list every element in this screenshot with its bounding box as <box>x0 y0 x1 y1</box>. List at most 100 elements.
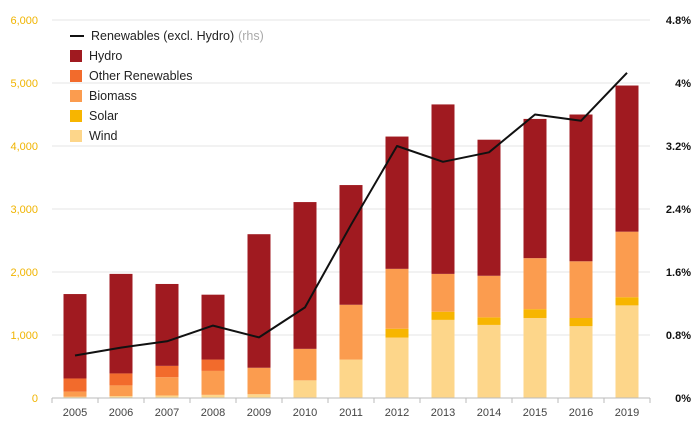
bar-segment-hydro <box>293 202 317 349</box>
y-tick-label-right: 3.2% <box>666 141 691 153</box>
bar-segment-biomass <box>569 261 593 318</box>
bar-segment-solar <box>523 309 547 318</box>
bar-segment-biomass <box>615 231 639 298</box>
y-tick-label-right: 0.8% <box>666 330 691 342</box>
x-tick-label: 2019 <box>615 407 639 419</box>
bar-segment-solar <box>477 317 501 325</box>
bar-segment-other-renewables <box>201 359 225 371</box>
bar-segment-hydro <box>155 283 179 366</box>
legend-label-biomass: Biomass <box>89 89 137 103</box>
bar-segment-wind <box>155 395 179 398</box>
legend-swatch-wind <box>70 130 82 142</box>
bar-segment-other-renewables <box>63 378 87 392</box>
legend-item-wind: Wind <box>70 126 264 146</box>
bar-segment-wind <box>477 324 501 398</box>
y-tick-label-right: 1.6% <box>666 267 691 279</box>
y-tick-label-left: 5,000 <box>10 78 38 90</box>
bar-segment-wind <box>109 396 133 398</box>
bar-segment-solar <box>431 311 455 320</box>
legend-swatch-other-renewables <box>70 70 82 82</box>
bar-segment-solar <box>569 317 593 327</box>
legend-swatch-hydro <box>70 50 82 62</box>
y-tick-label-right: 4% <box>675 78 691 90</box>
y-tick-label-left: 4,000 <box>10 141 38 153</box>
legend-item-biomass: Biomass <box>70 86 264 106</box>
legend-label-solar: Solar <box>89 109 119 123</box>
bar-segment-biomass <box>523 258 547 310</box>
bar-segment-biomass <box>247 367 271 395</box>
x-tick-label: 2009 <box>247 407 271 419</box>
x-tick-label: 2012 <box>385 407 409 419</box>
legend-label-line: Renewables (excl. Hydro) <box>91 29 235 43</box>
bar-segment-biomass <box>201 370 225 395</box>
y-tick-label-right: 4.8% <box>666 15 691 27</box>
y-tick-label-left: 1,000 <box>10 330 38 342</box>
bar-segment-hydro <box>201 294 225 360</box>
bar-segment-hydro <box>431 104 455 274</box>
line-renewables-excl-hydro <box>74 72 628 357</box>
y-tick-label-left: 2,000 <box>10 267 38 279</box>
bar-segment-hydro <box>569 114 593 262</box>
bar-segment-wind <box>339 359 363 398</box>
bar-segment-hydro <box>339 185 363 305</box>
legend-label-other-renewables: Other Renewables <box>89 69 193 83</box>
legend-label-wind: Wind <box>89 129 118 143</box>
bar-segment-biomass <box>155 377 179 396</box>
bar-segment-wind <box>523 317 547 398</box>
x-tick-label: 2007 <box>155 407 179 419</box>
y-tick-label-left: 0 <box>32 393 38 405</box>
bar-segment-biomass <box>431 273 455 312</box>
bar-segment-hydro <box>477 139 501 276</box>
y-tick-label-right: 2.4% <box>666 204 691 216</box>
bar-segment-wind <box>293 380 317 398</box>
legend-item-hydro: Hydro <box>70 46 264 66</box>
x-tick-label: 2015 <box>523 407 547 419</box>
legend-item-other-renewables: Other Renewables <box>70 66 264 86</box>
bar-segment-other-renewables <box>155 365 179 378</box>
bar-segment-biomass <box>339 304 363 360</box>
legend-label-hydro: Hydro <box>89 49 123 63</box>
legend-swatch-solar <box>70 110 82 122</box>
legend-item-solar: Solar <box>70 106 264 126</box>
legend-item-line: Renewables (excl. Hydro) (rhs) <box>70 26 264 46</box>
bar-segment-biomass <box>63 391 87 397</box>
bar-segment-wind <box>431 319 455 398</box>
x-tick-label: 2014 <box>477 407 501 419</box>
x-tick-label: 2010 <box>293 407 317 419</box>
x-tick-label: 2016 <box>569 407 593 419</box>
x-tick-label: 2011 <box>339 407 363 419</box>
legend-line-swatch <box>70 35 84 37</box>
bar-segment-other-renewables <box>109 373 133 386</box>
x-tick-label: 2008 <box>201 407 225 419</box>
bar-segment-hydro <box>247 234 271 368</box>
legend-label-line-suffix: (rhs) <box>238 29 264 43</box>
y-tick-label-left: 3,000 <box>10 204 38 216</box>
bar-segment-solar <box>385 328 409 338</box>
bar-segment-hydro <box>109 273 133 374</box>
bar-segment-biomass <box>477 275 501 318</box>
legend-swatch-biomass <box>70 90 82 102</box>
bar-segment-wind <box>247 394 271 398</box>
bar-segment-wind <box>63 396 87 398</box>
x-tick-label: 2005 <box>63 407 87 419</box>
x-tick-label: 2013 <box>431 407 455 419</box>
bar-segment-wind <box>615 305 639 398</box>
y-tick-label-right: 0% <box>675 393 691 405</box>
bar-segment-solar <box>615 297 639 306</box>
axes: 0 0% 1,000 0.8% 2,000 1.6% 3,000 2.4% 4,000 3.2% 5… <box>10 15 691 419</box>
bar-segment-wind <box>385 337 409 398</box>
bar-segment-hydro <box>615 85 639 232</box>
bar-segment-biomass <box>385 268 409 329</box>
line-series <box>74 72 628 357</box>
bar-segment-hydro <box>63 294 87 379</box>
bar-segment-wind <box>201 394 225 398</box>
bar-segment-biomass <box>109 385 133 397</box>
bar-segment-hydro <box>523 118 547 259</box>
bar-segment-wind <box>569 326 593 398</box>
legend: Renewables (excl. Hydro) (rhs) Hydro Oth… <box>70 26 264 146</box>
bar-segment-biomass <box>293 348 317 381</box>
bar-segment-hydro <box>385 136 409 269</box>
y-tick-label-left: 6,000 <box>10 15 38 27</box>
x-tick-label: 2006 <box>109 407 133 419</box>
